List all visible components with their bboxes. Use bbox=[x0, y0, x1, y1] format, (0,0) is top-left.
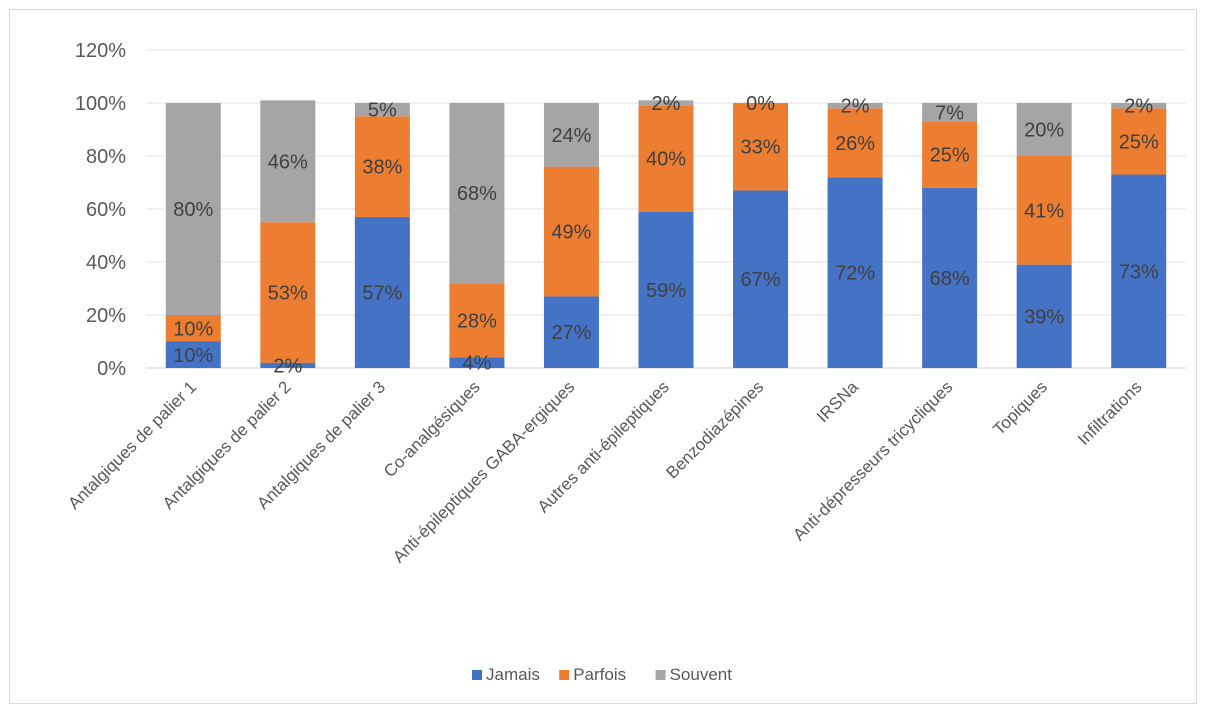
data-label-souvent: 20% bbox=[1024, 120, 1064, 142]
bar-segment-parfois bbox=[354, 116, 410, 217]
data-label-parfois: 41% bbox=[1024, 200, 1064, 222]
legend-swatch-parfois bbox=[559, 670, 570, 680]
bar-segment-jamais bbox=[1111, 174, 1167, 368]
data-label-jamais: 59% bbox=[646, 280, 686, 302]
bar-segment-parfois bbox=[1111, 108, 1167, 175]
data-label-souvent: 24% bbox=[551, 125, 591, 147]
data-label-souvent: 46% bbox=[268, 151, 308, 173]
bar-segment-souvent bbox=[165, 103, 221, 315]
legend-swatch-jamais bbox=[472, 670, 482, 680]
y-tick-label: 60% bbox=[86, 199, 126, 221]
data-label-jamais: 10% bbox=[173, 345, 213, 367]
data-label-souvent: 2% bbox=[652, 93, 681, 115]
data-label-parfois: 25% bbox=[930, 145, 970, 167]
x-tick-label: Anti-épileptiques GABA-ergiques bbox=[389, 377, 578, 566]
bar-segment-souvent bbox=[827, 103, 883, 109]
bar-segment-parfois bbox=[1016, 156, 1072, 265]
y-tick-label: 20% bbox=[86, 305, 126, 327]
data-label-parfois: 40% bbox=[646, 149, 686, 171]
y-tick-label: 100% bbox=[75, 93, 126, 115]
bar-segment-jamais bbox=[165, 341, 221, 368]
x-tick-label: Infiltrations bbox=[1074, 377, 1146, 449]
bar-segment-parfois bbox=[638, 105, 694, 212]
data-label-parfois: 25% bbox=[1119, 131, 1159, 153]
x-tick-label: Anti-dépresseurs tricycliques bbox=[789, 377, 956, 544]
data-label-souvent: 0% bbox=[746, 93, 775, 115]
data-label-parfois: 53% bbox=[268, 282, 308, 304]
data-label-parfois: 28% bbox=[457, 310, 497, 332]
data-label-souvent: 80% bbox=[173, 199, 213, 221]
data-label-souvent: 2% bbox=[1124, 96, 1153, 118]
data-label-parfois: 33% bbox=[741, 137, 781, 159]
bar-segment-jamais bbox=[827, 177, 883, 368]
bar-segment-souvent bbox=[449, 103, 505, 284]
data-label-jamais: 4% bbox=[462, 353, 491, 375]
data-label-jamais: 73% bbox=[1119, 261, 1159, 283]
bar-segment-parfois bbox=[165, 315, 221, 342]
bar-segment-parfois bbox=[733, 103, 789, 191]
bar-segment-jamais bbox=[449, 357, 505, 368]
y-tick-label: 120% bbox=[75, 40, 126, 62]
bar-segment-jamais bbox=[922, 187, 978, 368]
legend-swatch-souvent bbox=[655, 670, 666, 680]
bar-segment-parfois bbox=[827, 108, 883, 178]
x-tick-label: Co-analgésiques bbox=[380, 377, 484, 481]
data-label-souvent: 5% bbox=[368, 100, 397, 122]
data-label-jamais: 67% bbox=[741, 269, 781, 291]
data-label-parfois: 10% bbox=[173, 318, 213, 340]
bar-segment-souvent bbox=[922, 103, 978, 122]
bar-segment-jamais bbox=[733, 190, 789, 368]
x-tick-label: Benzodiazépines bbox=[662, 377, 767, 482]
x-tick-label: Topiques bbox=[989, 377, 1051, 439]
data-label-parfois: 26% bbox=[835, 133, 875, 155]
bar-segment-souvent bbox=[638, 100, 694, 106]
bar-segment-jamais bbox=[354, 216, 410, 368]
bar-segment-souvent bbox=[1016, 103, 1072, 156]
legend-label-jamais: Jamais bbox=[486, 665, 540, 684]
data-label-souvent: 7% bbox=[935, 102, 964, 124]
data-label-jamais: 72% bbox=[835, 263, 875, 285]
y-tick-label: 0% bbox=[97, 358, 126, 380]
data-label-jamais: 2% bbox=[273, 355, 302, 377]
bar-segment-parfois bbox=[260, 222, 316, 363]
bar-segment-jamais bbox=[638, 211, 694, 368]
bar-segment-parfois bbox=[922, 121, 978, 188]
data-label-souvent: 2% bbox=[841, 96, 870, 118]
legend-label-parfois: Parfois bbox=[573, 665, 626, 684]
y-tick-label: 40% bbox=[86, 252, 126, 274]
bar-segment-jamais bbox=[260, 362, 316, 368]
data-label-jamais: 27% bbox=[551, 322, 591, 344]
data-label-parfois: 49% bbox=[551, 222, 591, 244]
bar-segment-parfois bbox=[543, 166, 599, 297]
x-tick-label: IRSNa bbox=[813, 377, 862, 426]
bar-segment-souvent bbox=[354, 103, 410, 117]
data-label-jamais: 57% bbox=[362, 282, 402, 304]
bar-segment-jamais bbox=[1016, 264, 1072, 368]
bar-segment-souvent bbox=[543, 103, 599, 167]
data-label-souvent: 68% bbox=[457, 183, 497, 205]
bar-segment-souvent bbox=[1111, 103, 1167, 109]
data-label-jamais: 39% bbox=[1024, 306, 1064, 328]
legend-label-souvent: Souvent bbox=[670, 665, 733, 684]
bar-segment-jamais bbox=[543, 296, 599, 368]
bar-segment-souvent bbox=[260, 100, 316, 223]
data-label-parfois: 38% bbox=[362, 157, 402, 179]
bar-segment-parfois bbox=[449, 283, 505, 358]
y-tick-label: 80% bbox=[86, 146, 126, 168]
data-label-jamais: 68% bbox=[930, 268, 970, 290]
